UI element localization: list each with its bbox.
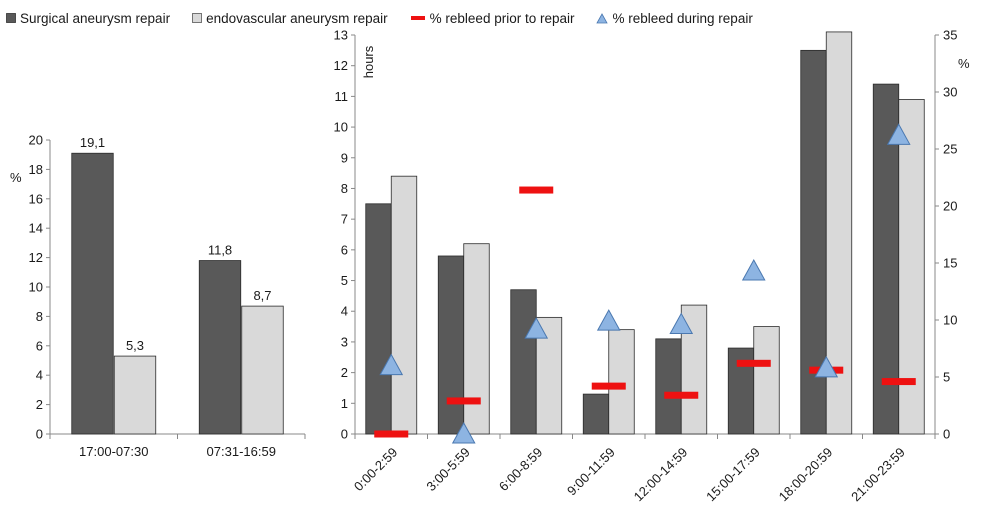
right-chart-y-tick-label: 8 [341, 181, 348, 196]
legend-swatch-during [596, 12, 609, 23]
marker-rebleed-during [669, 312, 694, 335]
bar-surgical [365, 203, 392, 435]
left-y-tick-label: 10 [29, 280, 43, 295]
right-chart-y2-tick-label: 0 [943, 427, 950, 442]
legend-label-prior: % rebleed prior to repair [429, 10, 575, 26]
marker-rebleed-during [379, 353, 404, 376]
right-chart-y2-tick-label: 35 [943, 28, 957, 43]
right-chart-x-tick-label: 6:00-8:59 [496, 445, 545, 494]
right-chart-y2-tick-label: 15 [943, 256, 957, 271]
bar-surgical [71, 152, 114, 435]
left-data-label: 8,7 [253, 288, 271, 303]
left-y-tick-label: 8 [36, 309, 43, 324]
bar-surgical [437, 255, 465, 435]
legend-item-during: % rebleed during repair [596, 10, 753, 26]
left-y-tick-label: 4 [36, 368, 43, 383]
left-y-tick-label: 6 [36, 338, 43, 353]
legend: Surgical aneurysm repair endovascular an… [6, 9, 775, 27]
right-chart-x-tick-label: 9:00-11:59 [564, 445, 618, 499]
left-y-tick-label: 0 [36, 427, 43, 442]
right-chart-y-tick-label: 5 [341, 273, 348, 288]
legend-swatch-surgical [6, 13, 16, 23]
right-chart-y-tick-label: 12 [334, 58, 348, 73]
legend-label-during: % rebleed during repair [612, 10, 753, 26]
right-chart-y2-axis-label: % [958, 56, 970, 71]
right-chart-x-tick-label: 21:00-23:59 [848, 445, 908, 505]
left-y-tick-label: 2 [36, 397, 43, 412]
left-y-tick-label: 16 [29, 191, 43, 206]
right-chart-y-tick-label: 11 [335, 89, 349, 104]
marker-rebleed-during [741, 258, 766, 281]
right-chart-y2-tick-label: 5 [943, 370, 950, 385]
marker-rebleed-prior [446, 397, 481, 405]
right-chart-x-tick-label: 18:00-20:59 [776, 445, 836, 505]
right-chart-y-axis-label: hours [361, 45, 376, 78]
left-data-label: 5,3 [126, 338, 144, 353]
left-data-label: 19,1 [80, 135, 105, 150]
right-chart-x-tick-label: 0:00-2:59 [351, 445, 400, 494]
right-chart-y-tick-label: 4 [341, 304, 348, 319]
marker-rebleed-during [451, 421, 476, 444]
left-y-tick-label: 20 [29, 133, 43, 148]
right-chart-x-tick-label: 15:00-17:59 [703, 445, 763, 505]
right-chart-y2-tick-label: 25 [943, 142, 957, 157]
right-chart-y-tick-label: 13 [334, 28, 348, 43]
right-chart-y2-tick-label: 30 [943, 85, 957, 100]
left-y-tick-label: 12 [29, 250, 43, 265]
right-chart-y-tick-label: 3 [341, 334, 348, 349]
bar-surgical [655, 338, 682, 435]
bar-endovascular [608, 329, 635, 435]
right-chart-x-tick-label: 12:00-14:59 [631, 445, 691, 505]
bar-endovascular [753, 326, 780, 435]
bar-endovascular [241, 305, 284, 435]
left-data-label: 11,8 [208, 243, 232, 258]
marker-rebleed-during [814, 355, 839, 378]
legend-swatch-prior [410, 16, 425, 20]
marker-rebleed-during [524, 317, 549, 339]
right-chart-y-tick-label: 10 [334, 120, 348, 135]
right-chart-y-tick-label: 2 [341, 365, 348, 380]
legend-item-prior: % rebleed prior to repair [410, 10, 575, 26]
left-y-tick-label: 18 [29, 162, 43, 177]
bar-endovascular [113, 355, 157, 435]
marker-rebleed-prior [664, 391, 699, 399]
legend-label-surgical: Surgical aneurysm repair [20, 10, 171, 26]
left-y-tick-label: 14 [29, 221, 43, 236]
bar-surgical [510, 289, 537, 435]
marker-rebleed-prior [736, 359, 771, 367]
marker-rebleed-prior [591, 382, 626, 390]
marker-rebleed-prior [374, 430, 409, 438]
right-chart-y-tick-label: 7 [341, 212, 348, 227]
bar-surgical [582, 393, 610, 435]
marker-rebleed-prior [881, 378, 916, 386]
marker-rebleed-during [886, 123, 911, 145]
marker-rebleed-prior [519, 186, 554, 194]
right-chart-y-tick-label: 1 [341, 396, 348, 411]
legend-label-endovascular: endovascular aneurysm repair [206, 10, 388, 26]
right-chart-y-tick-label: 0 [341, 427, 348, 442]
legend-swatch-endovascular [192, 13, 202, 23]
bar-endovascular [390, 175, 418, 435]
right-chart-y-tick-label: 9 [341, 150, 348, 165]
marker-rebleed-during [596, 309, 621, 331]
right-chart-x-tick-label: 3:00-5:59 [423, 445, 472, 494]
left-x-tick-label: 07:31-16:59 [207, 444, 276, 459]
legend-item-surgical: Surgical aneurysm repair [6, 11, 170, 26]
left-y-axis-label: % [10, 170, 22, 185]
bar-surgical [198, 260, 242, 435]
legend-item-endovascular: endovascular aneurysm repair [192, 11, 388, 26]
left-x-tick-label: 17:00-07:30 [79, 444, 148, 459]
right-chart-y2-tick-label: 20 [943, 199, 957, 214]
bar-endovascular [463, 243, 490, 435]
right-chart-y2-tick-label: 10 [943, 313, 957, 328]
right-chart-y-tick-label: 6 [341, 242, 348, 257]
